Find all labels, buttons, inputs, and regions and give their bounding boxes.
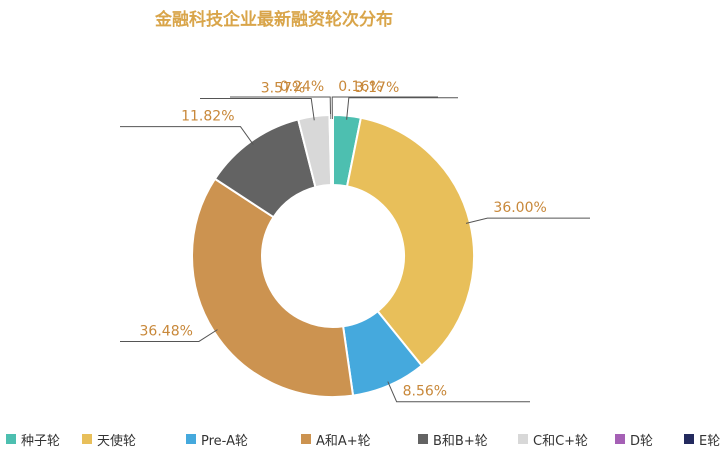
legend-swatch-5 [518, 434, 528, 444]
legend-label-1: 天使轮 [97, 433, 137, 449]
legend-label-7: E轮 [699, 433, 721, 449]
leader-line-6 [230, 96, 332, 120]
leader-line-3 [120, 329, 218, 342]
leader-line-1 [465, 217, 590, 224]
legend-label-4: B和B+轮 [433, 433, 488, 449]
leader-line-5 [200, 97, 315, 121]
legend-swatch-3 [301, 434, 311, 444]
donut-slice-3 [191, 177, 355, 398]
legend-swatch-1 [82, 434, 92, 444]
legend-swatch-0 [6, 434, 16, 444]
data-label-5: 3.57% [261, 80, 305, 96]
legend-label-3: A和A+轮 [316, 433, 371, 449]
donut-slice-1 [345, 116, 475, 368]
chart-legend: 种子轮 天使轮 Pre-A轮 A和A+轮 B和B+轮 C和C+轮 D轮 E轮 [0, 428, 728, 450]
leader-line-0 [346, 97, 458, 120]
legend-item-7: E轮 [684, 428, 720, 450]
legend-swatch-4 [418, 434, 428, 444]
legend-swatch-6 [615, 434, 625, 444]
legend-item-0: 种子轮 [6, 428, 60, 450]
data-label-6: 0.24% [280, 79, 324, 95]
data-label-2: 8.56% [403, 384, 447, 400]
legend-label-0: 种子轮 [21, 433, 61, 449]
leader-line-2 [387, 381, 530, 403]
legend-swatch-7 [684, 434, 694, 444]
legend-item-4: B和B+轮 [418, 428, 488, 450]
legend-label-6: D轮 [630, 433, 654, 449]
donut-slice-7 [330, 113, 334, 187]
legend-swatch-2 [186, 434, 196, 444]
legend-item-5: C和C+轮 [518, 428, 588, 450]
data-label-7: 0.16% [338, 79, 382, 95]
legend-item-2: Pre-A轮 [186, 428, 248, 450]
legend-item-1: 天使轮 [82, 428, 136, 450]
donut-chart-svg: 3.17% 36.00% 8.56% 36.48% 11.82% 3.57%0.24% 0.… [120, 79, 590, 403]
leader-line-7 [331, 96, 438, 120]
legend-label-2: Pre-A轮 [201, 433, 248, 449]
data-label-0: 3.17% [355, 80, 399, 96]
leader-line-4 [120, 126, 254, 145]
legend-item-3: A和A+轮 [301, 428, 371, 450]
legend-item-6: D轮 [615, 428, 653, 450]
legend-label-5: C和C+轮 [533, 433, 589, 449]
data-label-4: 11.82% [181, 109, 234, 125]
data-label-1: 36.00% [493, 200, 546, 216]
chart-title: 金融科技企业最新融资轮次分布 [155, 10, 393, 30]
data-label-3: 36.48% [140, 323, 193, 339]
